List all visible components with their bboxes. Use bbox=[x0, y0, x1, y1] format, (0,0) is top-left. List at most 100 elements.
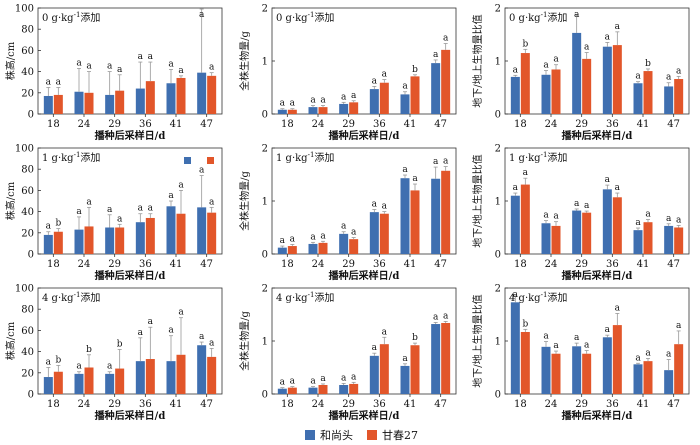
y-tick-label: 1 bbox=[495, 197, 501, 208]
x-axis-label: 播种后采样日/d bbox=[95, 269, 166, 282]
x-tick-label: 41 bbox=[404, 119, 417, 130]
x-tick-label: 18 bbox=[47, 119, 60, 130]
significance-letter: a bbox=[666, 350, 672, 360]
x-tick-label: 29 bbox=[342, 399, 355, 410]
significance-letter: a bbox=[433, 50, 439, 60]
y-tick-label: 2 bbox=[495, 284, 501, 295]
significance-letter: a bbox=[209, 63, 215, 73]
significance-letter: a bbox=[543, 61, 549, 71]
bar-heshangtou bbox=[664, 225, 674, 254]
significance-letter: a bbox=[433, 157, 439, 167]
y-axis-label: 全株生物量/g bbox=[238, 171, 251, 231]
bar-heshangtou bbox=[541, 346, 551, 394]
y-tick-label: 100 bbox=[15, 284, 34, 295]
x-tick-label: 24 bbox=[312, 399, 325, 410]
significance-letter: a bbox=[46, 358, 52, 368]
bar-gancun27 bbox=[551, 225, 561, 254]
bar-gancun27 bbox=[207, 356, 217, 394]
y-axis-label: 株高/cm bbox=[4, 41, 17, 80]
significance-letter: a bbox=[605, 325, 611, 335]
significance-letter: a bbox=[666, 73, 672, 83]
bar-gancun27 bbox=[287, 387, 297, 394]
x-axis-label: 播种后采样日/d bbox=[329, 129, 400, 142]
significance-letter: a bbox=[372, 199, 378, 209]
y-axis-label: 株高/cm bbox=[4, 321, 17, 360]
panel-label: 1 g·kg-1添加 bbox=[509, 151, 567, 164]
significance-letter: a bbox=[513, 65, 519, 75]
bar-gancun27 bbox=[410, 345, 420, 394]
x-tick-label: 24 bbox=[78, 399, 91, 410]
significance-letter: a bbox=[310, 377, 316, 387]
bar-heshangtou bbox=[633, 83, 643, 114]
plot-frame bbox=[37, 287, 223, 395]
panel-label: 1 g·kg-1添加 bbox=[276, 151, 334, 164]
significance-letter: a bbox=[148, 317, 154, 327]
significance-letter: a bbox=[76, 362, 82, 372]
bar-heshangtou bbox=[135, 361, 145, 394]
y-tick-label: 0 bbox=[495, 250, 501, 261]
bar-gancun27 bbox=[145, 217, 155, 254]
x-axis-label: 播种后采样日/d bbox=[562, 409, 633, 422]
x-tick-label: 41 bbox=[170, 119, 183, 130]
legend-label-gancun27: 甘春27 bbox=[382, 429, 418, 442]
significance-letter: a bbox=[46, 222, 52, 232]
legend-label-heshangtou: 和尚头 bbox=[320, 429, 353, 442]
y-tick-label: 2 bbox=[495, 4, 501, 15]
bar-heshangtou bbox=[369, 212, 379, 254]
significance-letter: a bbox=[372, 76, 378, 86]
bar-heshangtou bbox=[541, 74, 551, 114]
bar-gancun27 bbox=[379, 344, 389, 394]
bar-heshangtou bbox=[510, 195, 520, 254]
x-tick-label: 36 bbox=[606, 399, 619, 410]
significance-letter: a bbox=[676, 66, 682, 76]
panel-label: 1 g·kg-1添加 bbox=[42, 151, 100, 164]
significance-letter: a bbox=[543, 332, 549, 342]
bar-gancun27 bbox=[145, 359, 155, 394]
bar-heshangtou bbox=[339, 233, 349, 254]
bar-gancun27 bbox=[287, 109, 297, 114]
bar-gancun27 bbox=[84, 226, 94, 254]
significance-letter: a bbox=[280, 378, 286, 388]
bar-gancun27 bbox=[53, 231, 63, 254]
significance-letter: b bbox=[117, 339, 123, 349]
significance-letter: a bbox=[199, 10, 205, 20]
bar-gancun27 bbox=[176, 77, 186, 114]
bar-gancun27 bbox=[349, 383, 359, 394]
bar-heshangtou bbox=[197, 345, 207, 394]
y-tick-label: 0 bbox=[28, 390, 34, 401]
significance-letter: a bbox=[46, 78, 52, 88]
significance-letter: a bbox=[199, 166, 205, 176]
x-axis-label: 播种后采样日/d bbox=[95, 129, 166, 142]
x-tick-label: 18 bbox=[281, 399, 294, 410]
bar-heshangtou bbox=[572, 210, 582, 254]
y-tick-label: 20 bbox=[21, 88, 34, 99]
y-tick-label: 40 bbox=[21, 347, 34, 358]
significance-letter: a bbox=[666, 214, 672, 224]
bar-heshangtou bbox=[510, 76, 520, 114]
x-tick-label: 24 bbox=[545, 119, 558, 130]
bar-gancun27 bbox=[287, 246, 297, 254]
bar-heshangtou bbox=[74, 373, 84, 394]
legend-item-heshangtou: 和尚头 bbox=[305, 427, 353, 443]
x-tick-label: 41 bbox=[637, 119, 650, 130]
x-tick-label: 41 bbox=[637, 399, 650, 410]
x-tick-label: 29 bbox=[342, 119, 355, 130]
significance-letter: a bbox=[117, 65, 123, 75]
bar-heshangtou bbox=[400, 94, 410, 114]
bar-gancun27 bbox=[441, 322, 451, 394]
significance-letter: a bbox=[553, 341, 559, 351]
x-tick-label: 36 bbox=[139, 399, 152, 410]
significance-letter: a bbox=[351, 228, 357, 238]
y-tick-label: 20 bbox=[21, 368, 34, 379]
significance-letter: a bbox=[645, 210, 651, 220]
x-tick-label: 29 bbox=[575, 399, 588, 410]
x-tick-label: 47 bbox=[667, 399, 680, 410]
bar-heshangtou bbox=[43, 234, 53, 254]
significance-letter: a bbox=[402, 354, 408, 364]
significance-letter: b bbox=[412, 333, 418, 343]
bar-heshangtou bbox=[105, 94, 115, 114]
y-tick-label: 0 bbox=[28, 250, 34, 261]
